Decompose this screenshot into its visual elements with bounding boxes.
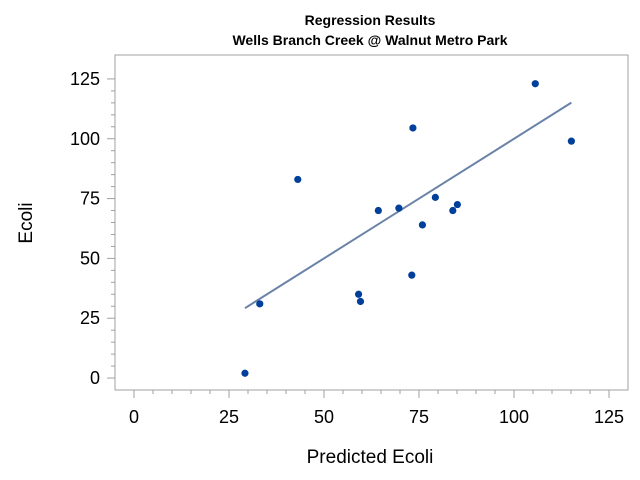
x-axis-label: Predicted Ecoli	[307, 447, 434, 468]
data-point	[431, 193, 439, 201]
plot-frame	[114, 54, 629, 391]
data-point	[356, 297, 365, 306]
x-axis: 0 25 50 75 100 125	[129, 390, 624, 427]
x-tick-label: 125	[594, 407, 624, 427]
regression-fit-line	[244, 101, 572, 310]
data-point	[449, 206, 457, 215]
y-axis-label: Ecoli	[16, 202, 37, 243]
data-points-layer	[241, 80, 575, 377]
x-tick-label: 75	[409, 407, 429, 427]
data-point	[294, 175, 302, 184]
x-tick-label: 25	[219, 407, 239, 427]
y-tick-label: 0	[90, 368, 100, 388]
data-point	[453, 200, 461, 209]
y-tick-label: 75	[80, 189, 100, 209]
data-point	[418, 221, 427, 229]
y-axis: 0 25 50 75 100 125	[70, 69, 115, 388]
data-point	[256, 300, 264, 308]
y-tick-label: 50	[80, 248, 100, 268]
y-tick-label: 25	[80, 308, 100, 328]
data-point	[409, 124, 417, 132]
chart-subtitle: Wells Branch Creek @ Walnut Metro Park	[232, 32, 507, 48]
data-point	[374, 206, 382, 215]
y-tick-label: 125	[70, 69, 100, 89]
x-tick-label: 100	[499, 407, 529, 427]
fit-line-layer	[244, 101, 572, 310]
data-point	[408, 271, 416, 279]
y-tick-label: 100	[70, 129, 100, 149]
data-point	[395, 204, 403, 212]
x-tick-label: 50	[314, 407, 334, 427]
data-point	[354, 290, 363, 298]
data-point	[241, 369, 249, 377]
data-point	[531, 80, 539, 88]
chart-title: Regression Results	[305, 12, 436, 28]
data-point	[567, 137, 575, 145]
x-tick-label: 0	[129, 407, 139, 427]
